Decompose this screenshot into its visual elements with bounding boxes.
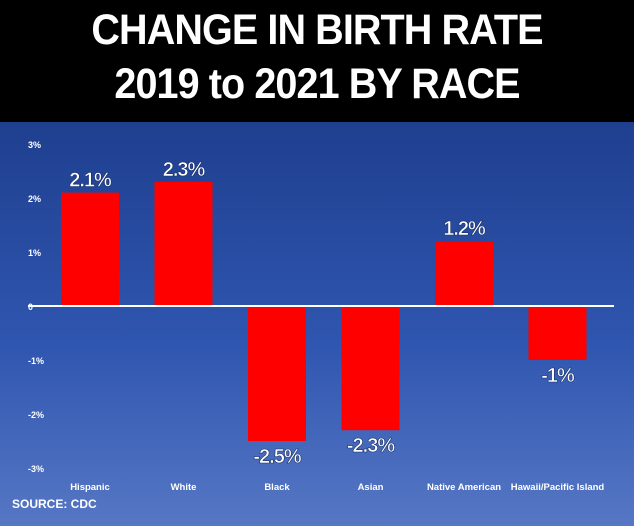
chart-panel: 3%2%1%0-1%-2%-3%2.1%2.3%-2.5%-2.3%1.2%-1… (0, 122, 634, 526)
data-label: 1.2% (443, 218, 486, 240)
bar-chart: 3%2%1%0-1%-2%-3%2.1%2.3%-2.5%-2.3%1.2%-1… (28, 140, 614, 493)
data-label: -2.5% (253, 446, 301, 468)
y-tick-label: -3% (28, 464, 44, 474)
data-label: -2.3% (347, 435, 395, 457)
x-tick-label: Hispanic (70, 482, 110, 493)
bar-hispanic (61, 192, 119, 306)
data-label: -1% (541, 365, 575, 387)
chart-title-line-1: CHANGE IN BIRTH RATE (91, 6, 543, 54)
bar-black (248, 306, 306, 441)
chart-title-line-2: 2019 to 2021 BY RACE (114, 60, 520, 108)
bar-white (154, 181, 213, 306)
chart-header: CHANGE IN BIRTH RATE 2019 to 2021 BY RAC… (0, 0, 634, 122)
x-tick-label: White (171, 482, 197, 493)
data-label: 2.1% (69, 170, 112, 192)
y-tick-label: 1% (28, 248, 41, 258)
bar-native-american (435, 241, 493, 306)
y-tick-label: -2% (28, 410, 44, 420)
x-tick-label: Black (264, 482, 290, 493)
bar-asian (341, 306, 400, 431)
bar-hawaii-pacific-island (528, 306, 587, 360)
source-note: SOURCE: CDC (12, 497, 97, 511)
x-tick-label: Asian (358, 482, 384, 493)
y-tick-label: -1% (28, 356, 44, 366)
x-tick-label: Native American (427, 482, 501, 493)
y-tick-label: 2% (28, 194, 41, 204)
data-label: 2.3% (163, 159, 206, 181)
x-tick-label: Hawaii/Pacific Island (511, 482, 605, 493)
y-tick-label: 3% (28, 140, 41, 150)
